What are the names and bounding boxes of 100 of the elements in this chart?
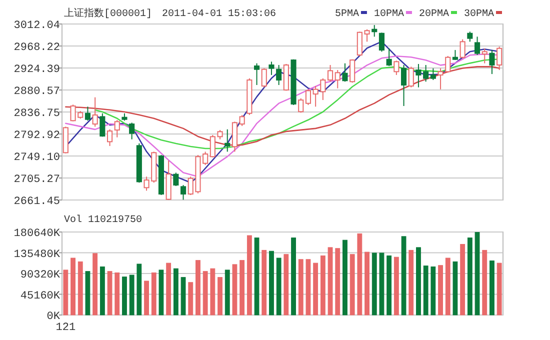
candlestick	[129, 122, 135, 140]
bar	[254, 238, 260, 316]
y-tick-label: 2836.75	[14, 108, 60, 120]
bar	[372, 252, 377, 316]
candlestick	[100, 112, 106, 138]
bar	[78, 261, 83, 316]
bar	[401, 236, 406, 316]
bar	[350, 254, 355, 316]
candlestick	[305, 88, 312, 106]
y-tick-label: 0K	[46, 311, 60, 323]
bar	[482, 250, 488, 316]
bar	[144, 280, 149, 316]
bar	[357, 233, 362, 316]
y-tick-label: 2661.45	[14, 196, 60, 208]
x-tick-label: 121	[56, 322, 76, 334]
candlestick	[224, 128, 230, 152]
candlestick	[276, 64, 282, 86]
bar	[306, 259, 311, 316]
chart-title: 上证指数[000001]	[64, 7, 152, 20]
bar	[63, 270, 68, 316]
bar	[218, 277, 222, 316]
bar	[342, 240, 348, 316]
bar	[122, 276, 127, 316]
legend-label: 30PMA	[464, 9, 494, 20]
bar	[328, 247, 333, 316]
bar	[291, 238, 296, 316]
candlestick	[327, 64, 334, 82]
bar	[379, 252, 384, 316]
legend-label: 10PMA	[374, 9, 404, 20]
legend-label: 20PMA	[418, 9, 449, 20]
bar	[246, 235, 252, 316]
y-tick-label: 2705.27	[14, 174, 60, 186]
bar	[490, 260, 494, 316]
candlestick	[386, 48, 392, 66]
candlestick	[239, 114, 245, 126]
bar	[364, 252, 370, 316]
y-tick-label: 2749.10	[14, 152, 60, 164]
y-tick-label: 45160K	[20, 290, 60, 302]
bar	[100, 266, 105, 316]
bar	[438, 265, 443, 316]
bar	[232, 264, 238, 316]
candlestick	[430, 68, 436, 80]
bar	[496, 262, 502, 316]
bar	[474, 232, 480, 316]
candlestick	[232, 121, 238, 152]
bar	[284, 254, 289, 316]
bar	[394, 256, 399, 316]
y-tick-label: 2924.39	[14, 64, 60, 76]
bar	[180, 277, 186, 316]
candlestick	[408, 66, 414, 88]
y-tick-label: 2792.92	[14, 130, 60, 142]
bar	[173, 268, 178, 316]
bar	[210, 268, 216, 316]
bar	[416, 247, 421, 316]
bar	[460, 244, 466, 316]
y-tick-label: 180640K	[14, 228, 60, 240]
candlestick	[114, 120, 120, 138]
y-tick-label: 90320K	[20, 270, 60, 282]
chart-subtitle: 2011-04-01 15:03:06	[162, 9, 276, 20]
candlestick	[298, 98, 304, 114]
candlestick	[261, 68, 267, 88]
bar	[276, 258, 282, 316]
legend-label: 5PMA	[334, 9, 359, 20]
candlestick	[334, 70, 340, 89]
candlestick	[378, 32, 385, 52]
candlestick	[350, 58, 356, 84]
bar	[423, 266, 428, 316]
candlestick	[180, 184, 186, 200]
y-tick-label: 2968.22	[14, 42, 60, 54]
bar	[129, 274, 134, 316]
bar	[85, 271, 90, 316]
bar	[240, 260, 245, 316]
bar	[386, 255, 392, 316]
candlestick	[342, 62, 348, 82]
bar	[70, 258, 76, 316]
candlestick	[474, 36, 480, 56]
candlestick	[268, 61, 274, 76]
bar	[408, 250, 414, 316]
candlestick	[394, 60, 400, 76]
candlestick	[106, 128, 113, 147]
candlestick	[489, 50, 495, 75]
bar	[467, 238, 472, 316]
bar	[92, 253, 98, 316]
bar	[262, 250, 267, 316]
bar	[114, 272, 120, 316]
y-tick-label: 3012.04	[14, 20, 60, 32]
candlestick	[460, 38, 466, 59]
bar	[452, 261, 458, 316]
bar	[445, 258, 450, 316]
candlestick	[467, 31, 473, 42]
candlestick	[482, 48, 488, 64]
candlestick	[84, 106, 91, 122]
bar	[313, 262, 318, 316]
bar	[202, 271, 208, 316]
bar	[107, 271, 112, 316]
bar	[158, 270, 164, 316]
bar	[430, 266, 436, 316]
chart-title: Vol 110219750	[64, 214, 142, 226]
bar	[151, 272, 156, 316]
bar	[224, 270, 230, 316]
